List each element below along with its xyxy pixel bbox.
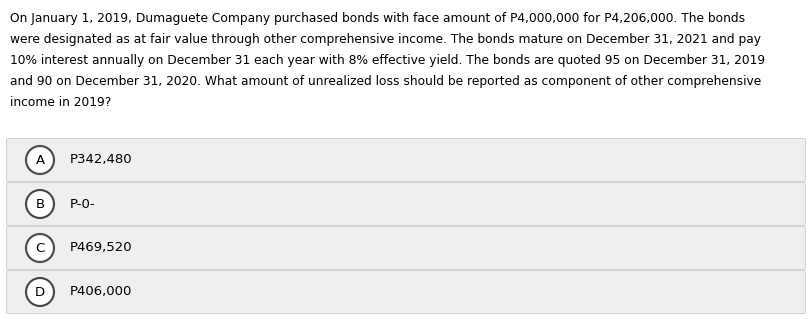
Ellipse shape xyxy=(26,278,54,306)
Text: were designated as at fair value through other comprehensive income. The bonds m: were designated as at fair value through… xyxy=(10,33,760,46)
Ellipse shape xyxy=(26,146,54,174)
Text: P342,480: P342,480 xyxy=(70,153,132,167)
Text: and 90 on December 31, 2020. What amount of unrealized loss should be reported a: and 90 on December 31, 2020. What amount… xyxy=(10,75,761,88)
Text: P-0-: P-0- xyxy=(70,197,96,211)
Text: On January 1, 2019, Dumaguete Company purchased bonds with face amount of P4,000: On January 1, 2019, Dumaguete Company pu… xyxy=(10,12,744,25)
Text: D: D xyxy=(35,286,45,299)
Text: B: B xyxy=(36,197,45,211)
Text: P469,520: P469,520 xyxy=(70,241,132,255)
Text: C: C xyxy=(36,241,45,255)
FancyBboxPatch shape xyxy=(6,138,805,182)
Text: 10% interest annually on December 31 each year with 8% effective yield. The bond: 10% interest annually on December 31 eac… xyxy=(10,54,764,67)
FancyBboxPatch shape xyxy=(6,182,805,226)
Text: P406,000: P406,000 xyxy=(70,286,132,299)
FancyBboxPatch shape xyxy=(6,271,805,314)
Ellipse shape xyxy=(26,190,54,218)
Text: income in 2019?: income in 2019? xyxy=(10,96,111,109)
Ellipse shape xyxy=(26,234,54,262)
FancyBboxPatch shape xyxy=(6,226,805,270)
Text: A: A xyxy=(36,153,45,167)
